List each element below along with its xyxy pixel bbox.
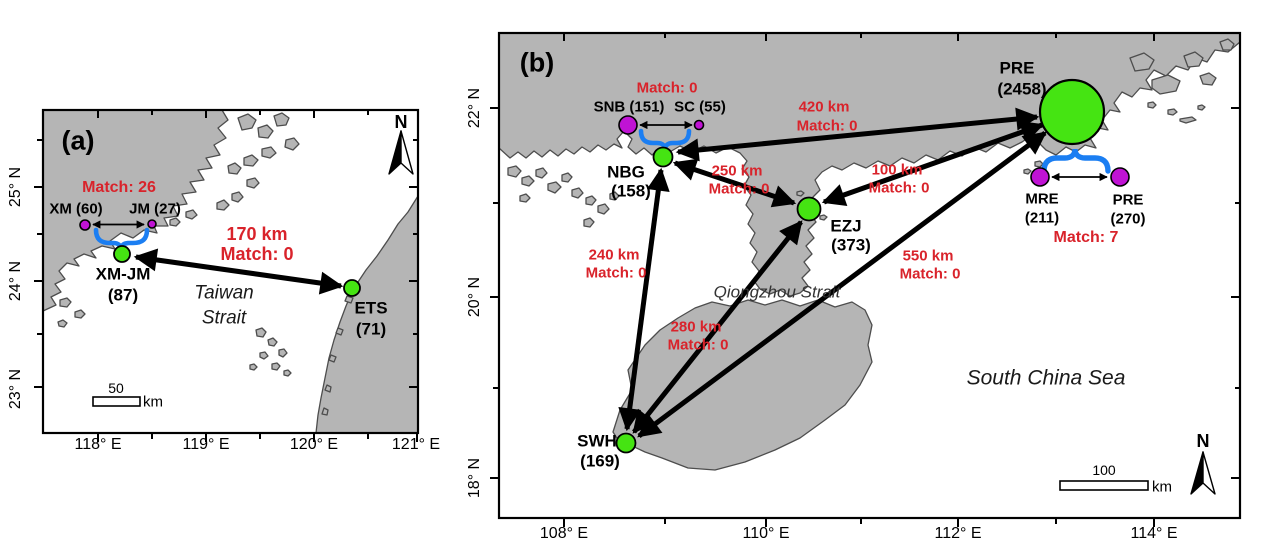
match-240km-label: Match: 0	[585, 264, 647, 282]
site-xmjm-count: (87)	[107, 285, 139, 305]
site-ezj-marker	[796, 196, 822, 222]
site-jm-marker	[147, 219, 157, 229]
panel-b-ytick-20n: 20° N	[466, 276, 483, 318]
site-swh-count: (169)	[580, 451, 620, 471]
panel-a-xtick-119e: 119° E	[182, 436, 230, 453]
panel-b-ticks	[490, 33, 1240, 527]
panel-a-xtick-118e: 118° E	[74, 436, 122, 453]
site-sc-label: SC (55)	[674, 98, 726, 116]
panel-a-frame	[41, 108, 420, 435]
site-ets-label: ETS	[354, 298, 388, 318]
coastal-islands	[57, 112, 300, 328]
site-nbg-count: (158)	[611, 181, 651, 201]
site-pre-river-marker	[1110, 167, 1130, 187]
match-420km-label: Match: 0	[796, 117, 858, 135]
panel-b-ytick-22n: 22° N	[466, 87, 483, 129]
site-xm-marker	[79, 219, 91, 231]
panel-b-north-arrow-icon	[1190, 451, 1216, 495]
fujian-mainland	[43, 110, 229, 312]
site-swh-marker	[615, 432, 637, 454]
panel-b-xtick-112e: 112° E	[934, 525, 982, 542]
panel-b-north-label: N	[1196, 431, 1210, 451]
site-ezj-count: (373)	[831, 235, 871, 255]
distance-550km-label: 550 km	[902, 247, 954, 265]
bracket-mre-pre	[1041, 148, 1111, 174]
panel-a-scalebar	[92, 396, 141, 407]
distance-250km-label: 250 km	[711, 162, 763, 180]
taiwan-offshore-islets	[321, 295, 354, 416]
arrow-xmjm-ets	[133, 248, 344, 295]
panel-b-scalebar	[1059, 480, 1149, 491]
hongkong-islands	[796, 38, 1235, 221]
panel-b-tag: (b)	[519, 47, 555, 78]
panel-b-scale-value: 100	[1092, 462, 1116, 478]
site-pre-marker	[1038, 78, 1106, 146]
site-snb-label: SNB (151)	[593, 98, 665, 116]
panel-b-xtick-114e: 114° E	[1130, 525, 1178, 542]
match-250km-label: Match: 0	[708, 180, 770, 198]
distance-170km-label: 170 km	[226, 224, 288, 244]
site-pre-label: PRE	[999, 58, 1035, 78]
distance-420km-label: 420 km	[798, 98, 850, 116]
site-mre-label: MRE	[1025, 190, 1059, 208]
site-nbg-marker	[652, 146, 674, 168]
qiongzhou-strait-label: Qiongzhou Strait	[713, 282, 841, 302]
hainan-island	[612, 299, 873, 471]
south-china-sea-label: South China Sea	[966, 366, 1126, 390]
site-pre-river-label: PRE	[1112, 191, 1144, 209]
panel-b-xtick-110e: 110° E	[742, 525, 790, 542]
site-pre-river-count: (270)	[1110, 210, 1146, 228]
panel-b-ytick-18n: 18° N	[466, 457, 483, 499]
site-mre-count: (211)	[1024, 209, 1060, 227]
taiwan-island	[315, 195, 418, 433]
site-xmjm-marker	[113, 245, 131, 263]
match-mre-pre-label: Match: 7	[1053, 229, 1119, 246]
panel-a-xtick-121e: 121° E	[391, 436, 441, 453]
site-xm-label: XM (60)	[49, 200, 103, 218]
penghu-islands	[249, 327, 292, 377]
panel-a-tag: (a)	[61, 125, 95, 156]
match-xmjm-ets-label: Match: 0	[220, 244, 294, 264]
match-550km-label: Match: 0	[899, 265, 961, 283]
site-ets-marker	[343, 279, 361, 297]
site-snb-marker	[618, 115, 638, 135]
panel-a-north-arrow-icon	[388, 130, 414, 175]
match-100km-label: Match: 0	[868, 179, 930, 197]
panel-a-ytick-23n: 23° N	[7, 368, 24, 410]
panel-a-ticks	[34, 110, 418, 442]
site-mre-marker	[1030, 167, 1050, 187]
taiwan-strait-label-line1: Taiwan	[194, 282, 254, 304]
site-nbg-label: NBG	[607, 162, 645, 182]
panel-b-xtick-108e: 108° E	[539, 525, 589, 542]
match-280km-label: Match: 0	[667, 336, 729, 354]
site-ets-count: (71)	[355, 319, 387, 339]
match-snb-sc-label: Match: 0	[636, 79, 698, 97]
taiwan-strait-label-line2: Strait	[201, 307, 247, 329]
site-jm-label: JM (27)	[129, 200, 181, 218]
guangxi-coast-islands	[507, 165, 620, 228]
arrow-swh-pre	[637, 130, 1047, 439]
panel-b-scale-unit: km	[1152, 478, 1172, 496]
distance-280km-label: 280 km	[670, 318, 722, 336]
site-sc-marker	[693, 119, 705, 131]
site-ezj-label: EZJ	[830, 216, 862, 236]
site-xmjm-label: XM-JM	[95, 264, 151, 284]
panel-a-xtick-120e: 120° E	[289, 436, 339, 453]
panel-a-north-label: N	[394, 112, 408, 132]
panel-b-frame	[497, 31, 1242, 520]
site-swh-label: SWH	[577, 431, 617, 451]
distance-100km-label: 100 km	[871, 161, 923, 179]
site-pre-count: (2458)	[997, 79, 1047, 99]
panel-a-scale-unit: km	[143, 393, 163, 411]
panel-a-scale-value: 50	[108, 380, 124, 396]
distance-240km-label: 240 km	[588, 246, 640, 264]
panel-a-ytick-24n: 24° N	[7, 260, 24, 302]
match-xm-jm-label: Match: 26	[82, 179, 156, 196]
panel-a-ytick-25n: 25° N	[7, 166, 24, 208]
panel-a-land	[43, 110, 418, 433]
